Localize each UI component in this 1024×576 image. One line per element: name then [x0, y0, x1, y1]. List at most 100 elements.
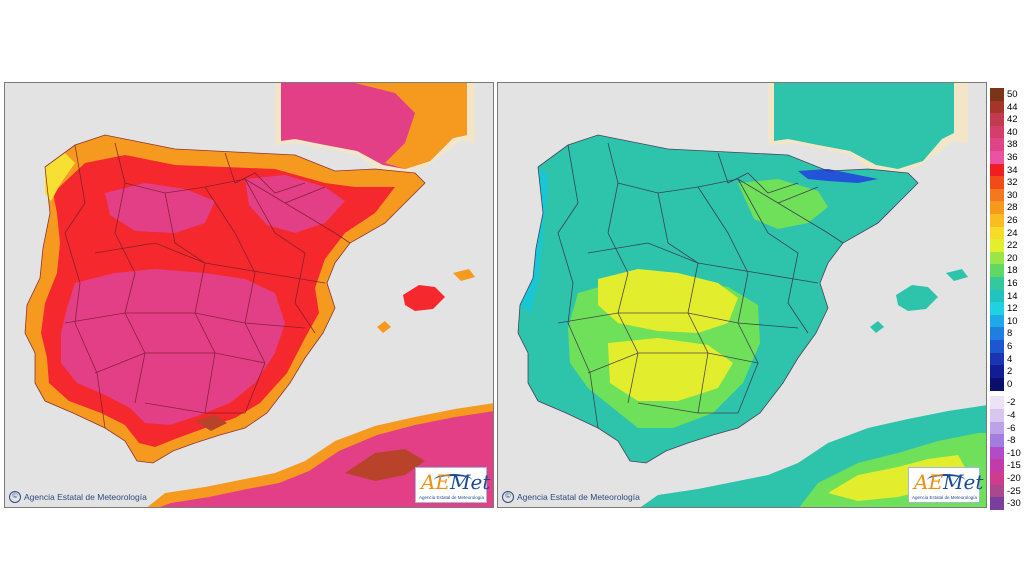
max-temperature-map-canvas [5, 83, 493, 507]
legend-swatch [990, 226, 1004, 240]
legend-label: 32 [1007, 177, 1018, 189]
interior-warmest [598, 269, 738, 333]
legend-swatch [990, 434, 1004, 448]
copyright-icon: © [9, 491, 21, 503]
legend-label: 20 [1007, 252, 1018, 264]
mallorca [896, 285, 938, 311]
legend-label: -8 [1007, 435, 1016, 447]
logo-subtitle: Agencia Estatal de Meteorología [912, 495, 978, 500]
legend-label: 24 [1007, 227, 1018, 239]
credit-line: © Agencia Estatal de Meteorología [9, 491, 147, 503]
legend-swatch [990, 497, 1004, 511]
min-temperature-map: © Agencia Estatal de Meteorología AEMet … [497, 82, 987, 508]
legend-swatch [990, 163, 1004, 177]
legend-swatch [990, 239, 1004, 253]
min-temperature-map-canvas [498, 83, 986, 507]
legend-swatch [990, 340, 1004, 353]
legend-swatch [990, 100, 1004, 114]
pyrenees-cold [798, 169, 878, 183]
ebro-valley-mild [738, 179, 828, 229]
legend-swatch [990, 472, 1004, 485]
sierra-nevada-peak [195, 415, 227, 431]
logo-swoosh-icon [434, 474, 472, 486]
legend-swatch [990, 151, 1004, 164]
france-edge [355, 83, 467, 169]
legend-swatch [990, 264, 1004, 278]
legend-swatch [990, 138, 1004, 152]
africa-warmest [828, 455, 968, 501]
legend-label: -30 [1007, 498, 1021, 510]
province-borders [517, 134, 919, 464]
iberia-hottest-interior [61, 269, 285, 425]
legend-swatch [990, 459, 1004, 473]
legend-label: 16 [1007, 278, 1018, 289]
province-borders [24, 134, 426, 464]
legend-label: -10 [1007, 447, 1021, 459]
legend-swatch [990, 446, 1004, 460]
copyright-icon: © [502, 491, 514, 503]
legend-label: 30 [1007, 189, 1018, 201]
legend-swatch [990, 277, 1004, 290]
galicia-cool [45, 153, 75, 201]
legend-label: 44 [1007, 101, 1018, 113]
legend-label: 8 [1007, 328, 1013, 340]
legend-swatch [990, 88, 1004, 101]
aemet-logo: AEMet Agencia Estatal de Meteorología [415, 467, 490, 503]
africa-edge [147, 403, 493, 507]
legend-swatch [990, 214, 1004, 227]
legend-swatch [990, 302, 1004, 316]
legend-label: 40 [1007, 126, 1018, 138]
legend-swatch [990, 421, 1004, 435]
legend-swatch [990, 251, 1004, 265]
legend-label: 6 [1007, 341, 1013, 352]
menorca [946, 269, 968, 281]
legend-label: 26 [1007, 215, 1018, 226]
atlas-peak [345, 449, 425, 481]
legend-swatch [990, 113, 1004, 127]
legend-swatch [990, 396, 1004, 410]
legend-label: 18 [1007, 265, 1018, 277]
legend-swatch [990, 314, 1004, 328]
logo-subtitle: Agencia Estatal de Meteorología [419, 495, 485, 500]
legend-label: -15 [1007, 460, 1021, 472]
legend-swatch [990, 201, 1004, 215]
logo-brand-first: AE [914, 470, 944, 494]
ibiza [377, 321, 391, 333]
legend-label: 14 [1007, 290, 1018, 302]
credit-line: © Agencia Estatal de Meteorología [502, 491, 640, 503]
logo-brand-first: AE [421, 470, 451, 494]
legend-swatch [990, 409, 1004, 422]
max-temperature-map: © Agencia Estatal de Meteorología AEMet … [4, 82, 494, 508]
legend-label: -25 [1007, 485, 1021, 497]
legend-label: 22 [1007, 240, 1018, 252]
legend-label: 0 [1007, 378, 1013, 390]
legend-label: 10 [1007, 315, 1018, 327]
guadiana-warm [608, 338, 733, 401]
legend-label: 4 [1007, 353, 1013, 365]
france-temperature [774, 83, 954, 169]
legend-swatch [990, 176, 1004, 190]
legend-label: 12 [1007, 303, 1018, 315]
aemet-logo: AEMet Agencia Estatal de Meteorología [908, 467, 983, 503]
legend-swatch [990, 377, 1004, 391]
mallorca [403, 285, 445, 311]
menorca [453, 269, 475, 281]
coast-cool [520, 167, 548, 313]
legend-swatch [990, 484, 1004, 498]
legend-label: -2 [1007, 397, 1016, 409]
legend-label: 42 [1007, 114, 1018, 126]
credit-text: Agencia Estatal de Meteorología [517, 492, 640, 502]
legend-swatch [990, 125, 1004, 139]
legend-label: 50 [1007, 89, 1018, 100]
credit-text: Agencia Estatal de Meteorología [24, 492, 147, 502]
logo-brand: AEMet [421, 471, 490, 493]
legend-label: -20 [1007, 473, 1021, 484]
legend-swatch [990, 352, 1004, 366]
legend-label: 36 [1007, 152, 1018, 163]
logo-brand: AEMet [914, 471, 983, 493]
ebro-hot-zone [245, 175, 345, 233]
legend-swatch [990, 289, 1004, 303]
legend-label: 28 [1007, 202, 1018, 214]
legend-label: 34 [1007, 164, 1018, 176]
legend-swatch [990, 365, 1004, 379]
